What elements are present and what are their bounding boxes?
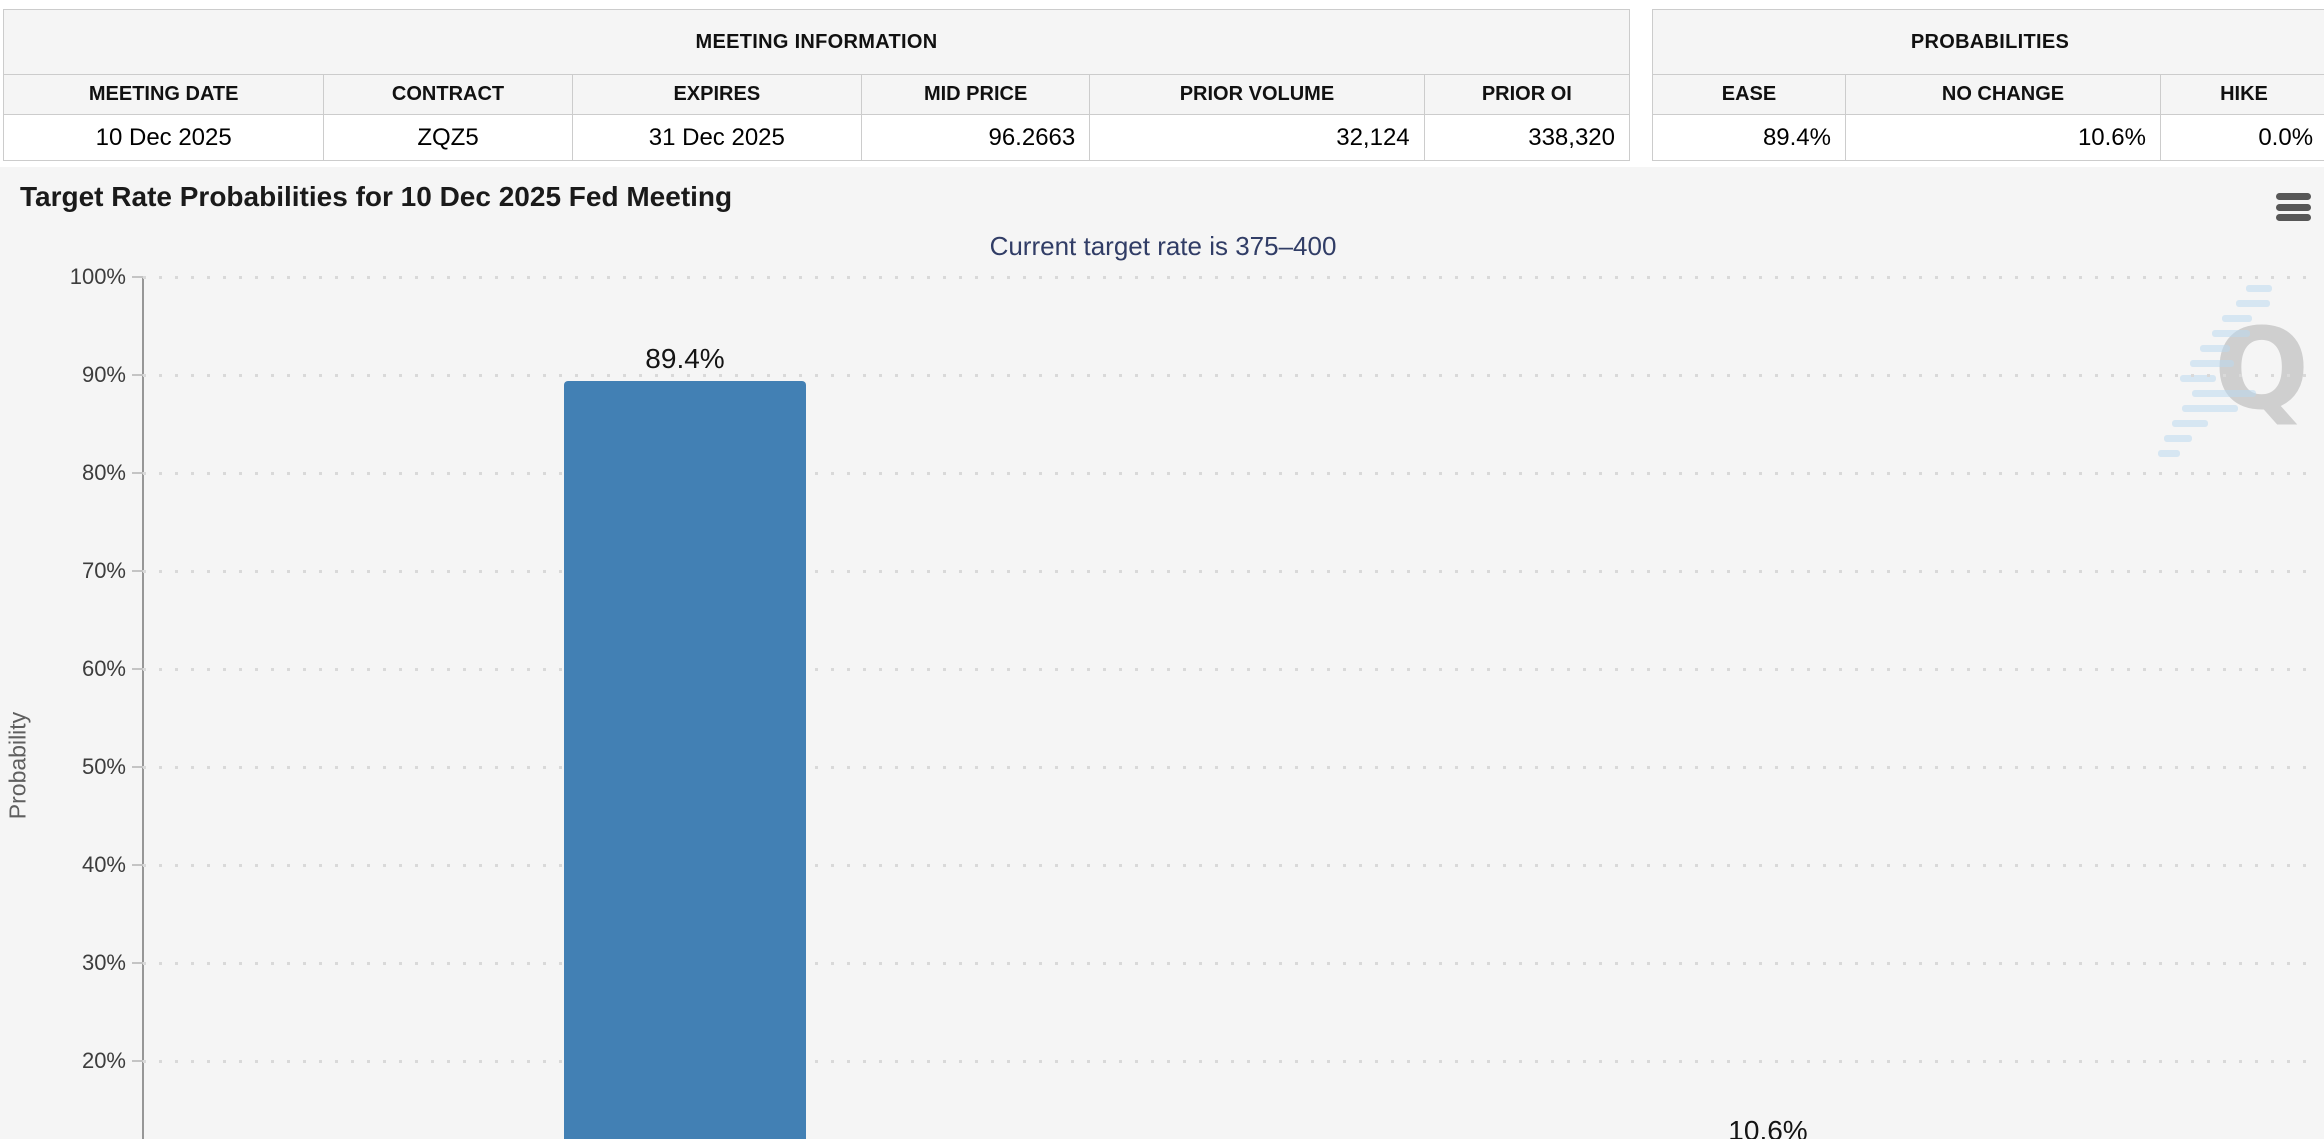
y-axis-tick-label: 70%: [81, 558, 126, 583]
meeting-table-row: 10 Dec 2025 ZQZ5 31 Dec 2025 96.2663 32,…: [2, 114, 1631, 161]
y-axis-tick-label: 40%: [81, 852, 126, 877]
cell-hike-probability: 0.0%: [2159, 114, 2324, 161]
y-axis-tick: [132, 668, 143, 670]
col-header-ease: EASE: [1652, 74, 1846, 115]
hamburger-bar: [2276, 214, 2311, 221]
y-axis-tick-label: 100%: [69, 264, 126, 289]
col-header-mid-price: MID PRICE: [860, 74, 1091, 115]
probabilities-table-title: PROBABILITIES: [1651, 9, 2324, 75]
y-axis-tick: [132, 570, 143, 572]
meeting-table-title: MEETING INFORMATION: [3, 9, 1630, 75]
y-axis-tick-label: 80%: [81, 460, 126, 485]
meeting-information-table: MEETING INFORMATION MEETING DATE CONTRAC…: [2, 9, 1631, 161]
cell-contract: ZQZ5: [323, 114, 573, 161]
bar-value-label: 89.4%: [645, 342, 725, 374]
hamburger-bar: [2276, 203, 2311, 211]
y-axis-tick: [132, 766, 143, 768]
col-header-contract: CONTRACT: [323, 74, 573, 115]
gridline: [143, 864, 2315, 867]
y-axis-tick: [132, 864, 143, 866]
y-axis-tick: [132, 374, 143, 376]
cell-meeting-date: 10 Dec 2025: [2, 114, 325, 161]
watermark-q-logo: Q: [2214, 305, 2310, 435]
cell-mid-price: 96.2663: [860, 114, 1091, 161]
gridline: [143, 570, 2315, 573]
y-axis-tick-label: 30%: [81, 950, 126, 975]
gridline: [143, 374, 2315, 377]
y-axis-tick: [132, 1060, 143, 1062]
probabilities-table-row: 89.4% 10.6% 0.0%: [1652, 114, 2324, 161]
cell-prior-volume: 32,124: [1089, 114, 1425, 161]
y-axis-tick-label: 50%: [81, 754, 126, 779]
gridline: [143, 276, 2315, 279]
y-axis-tick: [132, 472, 143, 474]
y-axis-tick: [132, 276, 143, 278]
y-axis-tick: [132, 962, 143, 964]
gridline: [143, 668, 2315, 671]
y-axis-tick-label: 60%: [81, 656, 126, 681]
chart-menu-icon[interactable]: [2276, 193, 2312, 223]
target-rate-probabilities-chart: Target Rate Probabilities for 10 Dec 202…: [0, 167, 2324, 1139]
col-header-no-change: NO CHANGE: [1845, 74, 2161, 115]
chart-subtitle: Current target rate is 375–400: [989, 231, 1337, 261]
col-header-meeting-date: MEETING DATE: [2, 74, 325, 115]
cell-no-change-probability: 10.6%: [1845, 114, 2161, 161]
bar-value-label: 10.6%: [1728, 1115, 1808, 1139]
probabilities-table: PROBABILITIES EASE NO CHANGE HIKE 89.4% …: [1651, 9, 2324, 161]
col-header-prior-volume: PRIOR VOLUME: [1089, 74, 1425, 115]
plot-area: Q 100% 90% 80% 70% 60% 50% 40% 30% 20% 89.4% 10.6%: [0, 167, 2324, 1139]
cell-ease-probability: 89.4%: [1652, 114, 1846, 161]
col-header-expires: EXPIRES: [571, 74, 862, 115]
chart-bar[interactable]: [564, 380, 806, 1139]
col-header-prior-oi: PRIOR OI: [1423, 74, 1631, 115]
chart-title: Target Rate Probabilities for 10 Dec 202…: [20, 181, 733, 212]
col-header-hike: HIKE: [2159, 74, 2324, 115]
cell-expires: 31 Dec 2025: [571, 114, 862, 161]
cell-prior-oi: 338,320: [1423, 114, 1631, 161]
y-axis-tick-label: 90%: [81, 362, 126, 387]
hamburger-bar: [2276, 193, 2311, 200]
y-axis-tick-label: 20%: [81, 1048, 126, 1073]
gridline: [143, 1060, 2315, 1063]
gridline: [143, 766, 2315, 769]
gridline: [143, 962, 2315, 965]
quikstrike-watermark: Q: [2130, 277, 2324, 617]
y-axis-line: [142, 277, 144, 1139]
gridline: [143, 472, 2315, 475]
